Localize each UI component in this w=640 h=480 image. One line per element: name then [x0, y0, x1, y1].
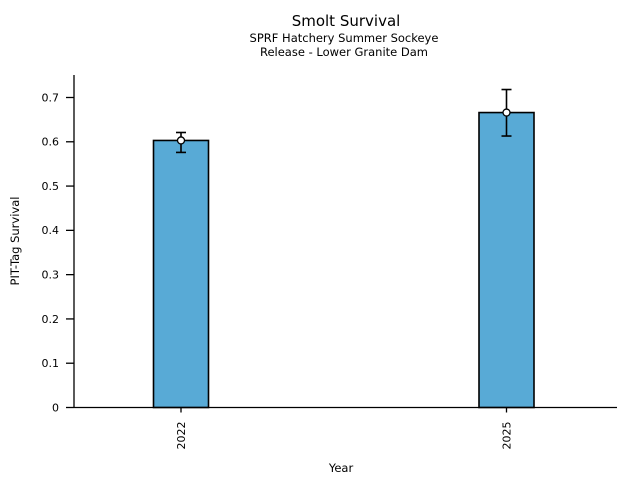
point-marker-2022	[176, 136, 186, 145]
x-tick-label: 2022	[175, 422, 188, 450]
y-tick-label: 0.7	[42, 91, 60, 104]
y-tick-label: 0	[52, 401, 59, 414]
x-tick-label: 2025	[500, 422, 513, 450]
y-tick-label: 0.2	[42, 313, 60, 326]
x-axis-label: Year	[328, 461, 354, 475]
y-tick-label: 0.1	[42, 357, 60, 370]
y-tick-label: 0.4	[42, 224, 60, 237]
chart-subtitle-line-2: Release - Lower Granite Dam	[259, 45, 429, 59]
bar-2022	[152, 139, 210, 409]
y-tick-label: 0.5	[42, 180, 60, 193]
chart-title: Smolt Survival	[291, 12, 401, 30]
chart-subtitle-line-1: SPRF Hatchery Summer Sockeye	[249, 31, 439, 45]
y-tick-label: 0.6	[42, 136, 60, 149]
bar-2025	[478, 111, 535, 409]
point-marker-2025	[502, 108, 511, 117]
y-tick-label: 0.3	[42, 268, 60, 281]
